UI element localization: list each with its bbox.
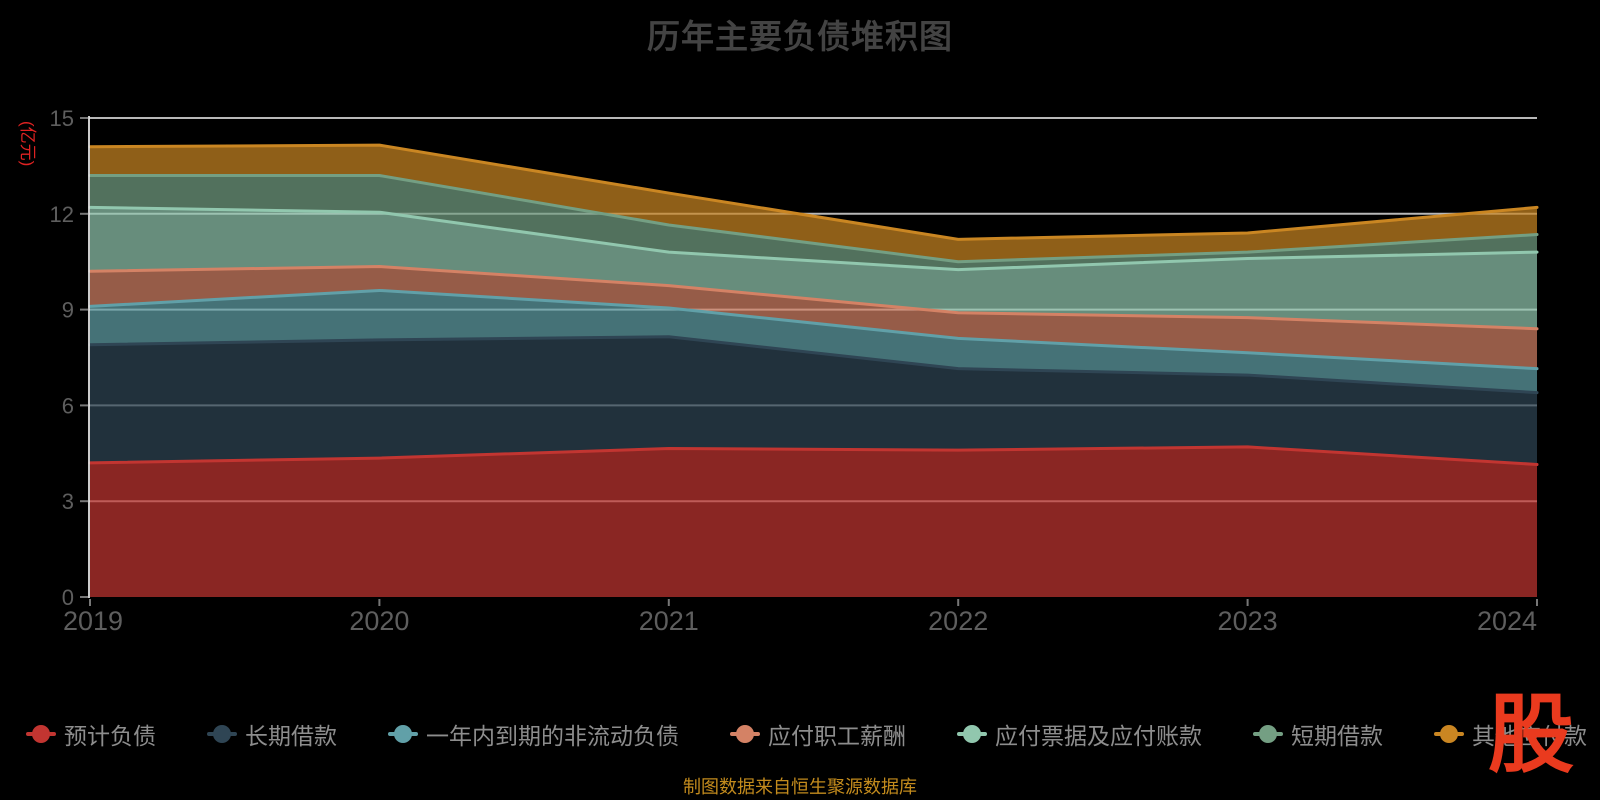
legend-item-1[interactable]: 长期借款: [207, 717, 337, 751]
legend-item-6[interactable]: 其他应付款: [1434, 717, 1587, 751]
legend-line-dot-icon: [1253, 725, 1283, 743]
area-series-1[interactable]: [90, 336, 1537, 465]
line-series-5: [88, 173, 1539, 264]
y-tick-label-12: 12: [50, 202, 74, 227]
area-series-0[interactable]: [90, 446, 1537, 597]
x-tick-label-2021: 2021: [639, 606, 699, 636]
area-series-2[interactable]: [90, 290, 1537, 393]
y-tick-label-6: 6: [62, 393, 74, 418]
x-tick-label-2020: 2020: [349, 606, 409, 636]
legend-item-3[interactable]: 应付职工薪酬: [730, 717, 906, 751]
area-series-3[interactable]: [90, 266, 1537, 369]
legend-line-dot-icon: [957, 725, 987, 743]
legend-line-dot-icon: [26, 725, 56, 743]
legend-item-label: 短期借款: [1291, 723, 1383, 749]
legend-item-4[interactable]: 应付票据及应付账款: [957, 717, 1202, 751]
line-series-4: [88, 205, 1539, 272]
x-tick-label-2024: 2024: [1477, 606, 1537, 636]
x-tick-label-2022: 2022: [928, 606, 988, 636]
legend-item-label: 预计负债: [64, 723, 156, 749]
legend-line-dot-icon: [388, 725, 418, 743]
line-series-2: [88, 288, 1539, 371]
y-tick-label-9: 9: [62, 298, 74, 323]
x-tick-label-2023: 2023: [1218, 606, 1278, 636]
legend-item-label: 应付职工薪酬: [768, 723, 906, 749]
line-series-6: [88, 143, 1539, 241]
x-tick-label-2019: 2019: [63, 606, 123, 636]
stock-watermark-logo: 股: [1488, 685, 1574, 785]
area-series-5[interactable]: [90, 175, 1537, 270]
legend-line-dot-icon: [730, 725, 760, 743]
legend-item-label: 一年内到期的非流动负债: [426, 723, 679, 749]
y-tick-label-3: 3: [62, 489, 74, 514]
line-series-1: [88, 335, 1539, 395]
legend-item-label: 应付票据及应付账款: [995, 723, 1202, 749]
area-series-4[interactable]: [90, 207, 1537, 329]
data-source-note: 制图数据来自恒生聚源数据库: [683, 777, 917, 797]
legend-line-dot-icon: [207, 725, 237, 743]
area-series-6[interactable]: [90, 145, 1537, 262]
line-series-3: [88, 264, 1539, 331]
chart-title: 历年主要负债堆积图: [647, 18, 953, 55]
y-tick-label-0: 0: [62, 585, 74, 610]
legend-item-label: 长期借款: [245, 723, 337, 749]
legend-item-label: 其他应付款: [1472, 723, 1587, 749]
legend-line-dot-icon: [1434, 725, 1464, 743]
legend-item-5[interactable]: 短期借款: [1253, 717, 1383, 751]
stacked-area-plot[interactable]: 0 3 6 9 12 15 2019 2020 2021 2022 2023 2024: [0, 0, 1600, 660]
legend-item-0[interactable]: 预计负债: [26, 717, 156, 751]
y-tick-label-15: 15: [50, 106, 74, 131]
legend-item-2[interactable]: 一年内到期的非流动负债: [388, 717, 679, 751]
legend: 预计负债 长期借款 一年内到期的非流动负债 应付职工薪酬 应付票据及应付账款 短期借款 其他…: [26, 717, 1587, 751]
line-series-0: [88, 445, 1539, 466]
